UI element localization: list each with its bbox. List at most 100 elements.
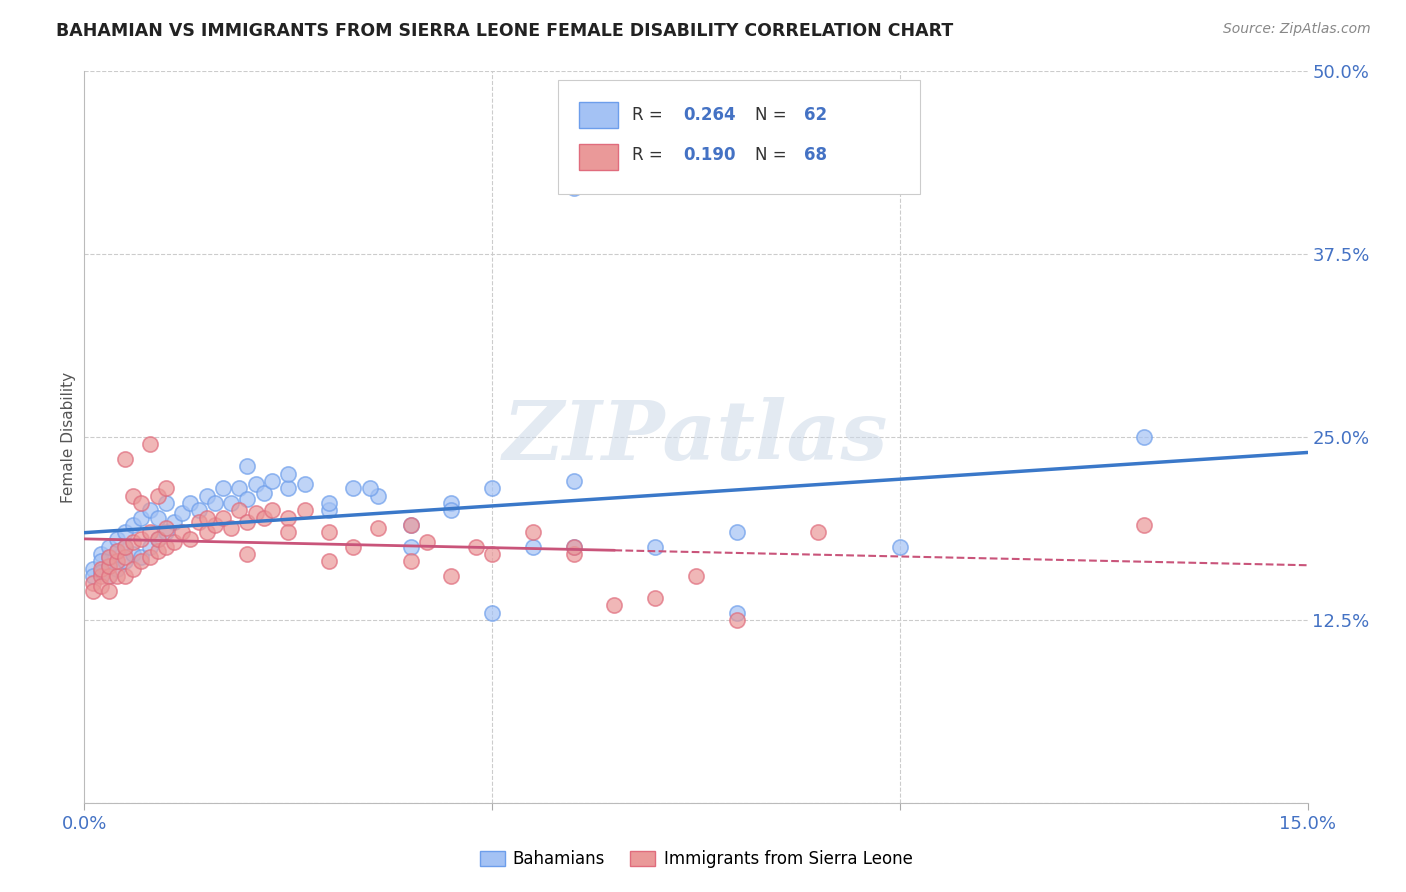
Point	[122, 547, 145, 561]
Point	[97, 540, 120, 554]
FancyBboxPatch shape	[578, 145, 617, 170]
Point	[367, 489, 389, 503]
Y-axis label: Female Disability: Female Disability	[60, 371, 76, 503]
Point	[97, 583, 120, 598]
Point	[318, 503, 340, 517]
Text: 68: 68	[804, 146, 827, 164]
Text: N =: N =	[755, 106, 792, 124]
Point	[131, 496, 153, 510]
Point	[131, 554, 153, 568]
Point	[122, 535, 145, 549]
Point	[105, 544, 128, 558]
Point	[236, 491, 259, 506]
Legend: Bahamians, Immigrants from Sierra Leone: Bahamians, Immigrants from Sierra Leone	[472, 844, 920, 875]
Point	[725, 613, 748, 627]
Point	[399, 554, 422, 568]
Point	[179, 533, 201, 547]
Text: Source: ZipAtlas.com: Source: ZipAtlas.com	[1223, 22, 1371, 37]
Point	[562, 474, 585, 488]
Point	[204, 496, 226, 510]
Point	[82, 569, 104, 583]
Point	[685, 569, 707, 583]
Point	[114, 452, 136, 467]
Point	[82, 576, 104, 591]
Point	[725, 525, 748, 540]
Point	[359, 481, 381, 495]
Point	[318, 496, 340, 510]
Point	[155, 540, 177, 554]
Point	[172, 525, 194, 540]
Point	[114, 540, 136, 554]
Point	[90, 547, 112, 561]
Point	[187, 503, 209, 517]
Point	[122, 562, 145, 576]
Point	[644, 591, 666, 605]
Point	[342, 540, 364, 554]
Point	[97, 549, 120, 564]
Point	[228, 503, 250, 517]
Point	[253, 485, 276, 500]
Point	[236, 547, 259, 561]
Point	[212, 510, 235, 524]
Point	[367, 521, 389, 535]
Point	[138, 540, 160, 554]
Point	[399, 517, 422, 532]
Point	[146, 489, 169, 503]
Point	[481, 481, 503, 495]
Point	[236, 515, 259, 529]
Point	[219, 496, 242, 510]
Point	[155, 481, 177, 495]
Point	[114, 540, 136, 554]
Point	[416, 535, 439, 549]
Point	[155, 496, 177, 510]
Point	[294, 503, 316, 517]
Point	[245, 476, 267, 491]
Point	[204, 517, 226, 532]
Point	[245, 506, 267, 520]
Point	[562, 540, 585, 554]
Text: 0.190: 0.190	[683, 146, 737, 164]
Point	[219, 521, 242, 535]
Point	[105, 544, 128, 558]
Point	[318, 525, 340, 540]
Point	[562, 181, 585, 195]
Point	[114, 554, 136, 568]
FancyBboxPatch shape	[558, 80, 920, 194]
Point	[342, 481, 364, 495]
Text: R =: R =	[633, 106, 668, 124]
Point	[114, 569, 136, 583]
Point	[122, 489, 145, 503]
Point	[318, 554, 340, 568]
Point	[440, 503, 463, 517]
Point	[725, 606, 748, 620]
Point	[889, 540, 911, 554]
Point	[138, 437, 160, 451]
Point	[146, 544, 169, 558]
Point	[562, 540, 585, 554]
Point	[562, 547, 585, 561]
Point	[212, 481, 235, 495]
Point	[105, 562, 128, 576]
Point	[228, 481, 250, 495]
Text: 62: 62	[804, 106, 827, 124]
Point	[122, 517, 145, 532]
Point	[114, 525, 136, 540]
Point	[138, 503, 160, 517]
Point	[179, 496, 201, 510]
Point	[155, 525, 177, 540]
Point	[131, 549, 153, 564]
Point	[146, 510, 169, 524]
Point	[464, 540, 486, 554]
Point	[195, 510, 218, 524]
Point	[90, 569, 112, 583]
Point	[90, 579, 112, 593]
Point	[1133, 517, 1156, 532]
Point	[277, 481, 299, 495]
Point	[97, 558, 120, 573]
Text: BAHAMIAN VS IMMIGRANTS FROM SIERRA LEONE FEMALE DISABILITY CORRELATION CHART: BAHAMIAN VS IMMIGRANTS FROM SIERRA LEONE…	[56, 22, 953, 40]
Point	[277, 510, 299, 524]
Point	[399, 517, 422, 532]
Point	[172, 506, 194, 520]
Point	[163, 515, 186, 529]
Point	[260, 503, 283, 517]
